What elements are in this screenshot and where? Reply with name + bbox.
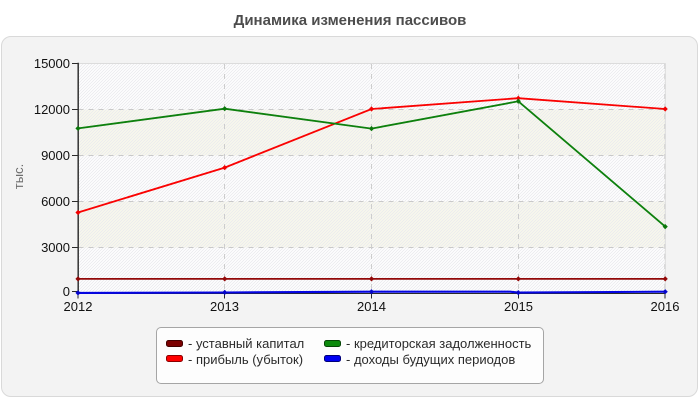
svg-text:2015: 2015 [504,299,533,314]
svg-text:12000: 12000 [34,102,70,117]
svg-text:2012: 2012 [64,299,93,314]
svg-text:3000: 3000 [41,240,70,255]
svg-text:15000: 15000 [34,56,70,71]
svg-text:0: 0 [63,284,70,299]
svg-text:2014: 2014 [357,299,386,314]
svg-text:2016: 2016 [651,299,680,314]
svg-text:9000: 9000 [41,148,70,163]
svg-text:2013: 2013 [210,299,239,314]
svg-text:6000: 6000 [41,194,70,209]
svg-text:тыс.: тыс. [11,164,26,189]
